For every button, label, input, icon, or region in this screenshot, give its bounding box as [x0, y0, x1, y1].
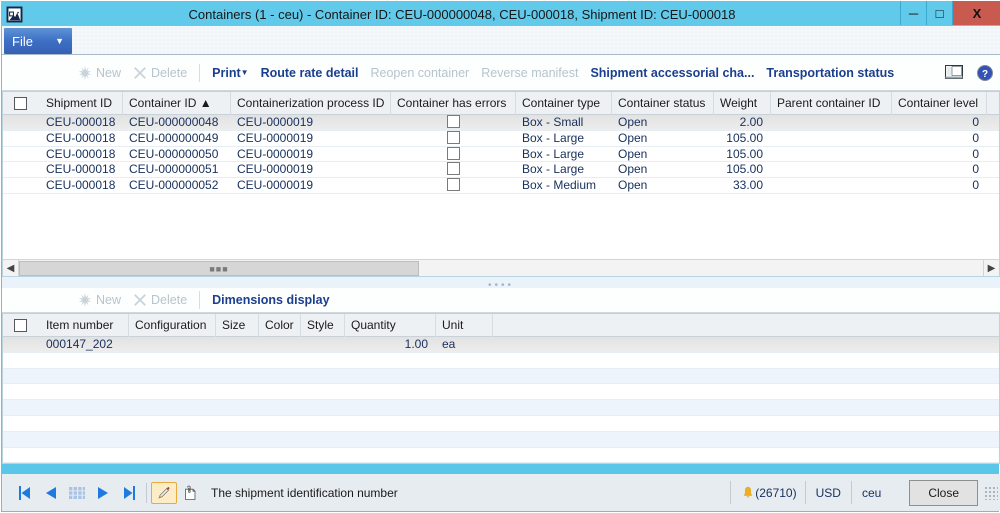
svg-text:?: ? [982, 69, 988, 80]
